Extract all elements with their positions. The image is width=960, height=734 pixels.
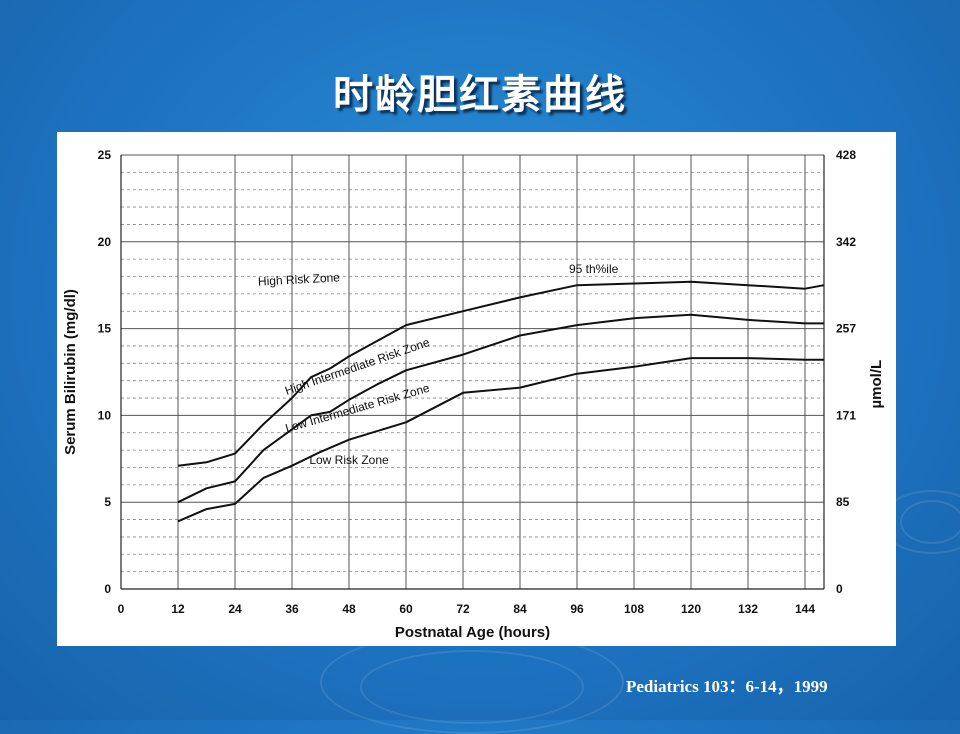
- x-tick-label: 0: [118, 602, 125, 616]
- x-tick-label: 12: [171, 602, 185, 616]
- x-tick-label: 84: [513, 602, 527, 616]
- x-tick-label: 72: [456, 602, 470, 616]
- slide-title: 时龄胆红素曲线: [333, 72, 627, 118]
- y2-tick-label: 0: [836, 582, 843, 596]
- x-tick-label: 120: [681, 602, 701, 616]
- zone-label: Low Risk Zone: [309, 453, 389, 467]
- y2-tick-label: 342: [836, 235, 856, 249]
- y-tick-label: 0: [104, 582, 111, 596]
- x-tick-label: 96: [570, 602, 584, 616]
- y2-tick-label: 428: [836, 148, 856, 162]
- x-tick-label: 36: [285, 602, 299, 616]
- y-tick-label: 5: [104, 495, 111, 509]
- y-tick-label: 20: [98, 235, 112, 249]
- chart-panel: 0 5 10 15 20 25 0 85 171 257 342 428 0 12 24 36 48 60 72 84…: [57, 132, 896, 646]
- percentile-40-line: [177, 357, 824, 523]
- y2-tick-label: 85: [836, 495, 850, 509]
- y-tick-label: 15: [98, 322, 112, 336]
- y2-tick-label: 171: [836, 408, 856, 422]
- percentile-95-line: [177, 280, 825, 467]
- citation: Pediatrics 103：6-14，1999: [626, 677, 828, 696]
- y2-tick-label: 257: [836, 322, 856, 336]
- percentile-75-line: [177, 313, 824, 504]
- x-tick-label: 60: [399, 602, 413, 616]
- y2-axis-title: µmol/L: [868, 360, 885, 409]
- x-tick-label: 132: [738, 602, 758, 616]
- x-tick-label: 48: [342, 602, 356, 616]
- x-axis-title: Postnatal Age (hours): [395, 624, 550, 641]
- y-axis-title: Serum Bilirubin (mg/dl): [62, 289, 79, 455]
- bilirubin-nomogram-chart: 0 5 10 15 20 25 0 85 171 257 342 428 0 12 24 36 48 60 72 84…: [62, 148, 885, 641]
- x-tick-label: 24: [228, 602, 242, 616]
- y-tick-label: 25: [98, 148, 112, 162]
- zone-label: High Risk Zone: [258, 270, 341, 288]
- x-tick-label: 108: [624, 602, 644, 616]
- percentile-label: 95 th%ile: [569, 262, 619, 276]
- x-tick-label: 144: [795, 602, 815, 616]
- y-tick-label: 10: [98, 408, 112, 422]
